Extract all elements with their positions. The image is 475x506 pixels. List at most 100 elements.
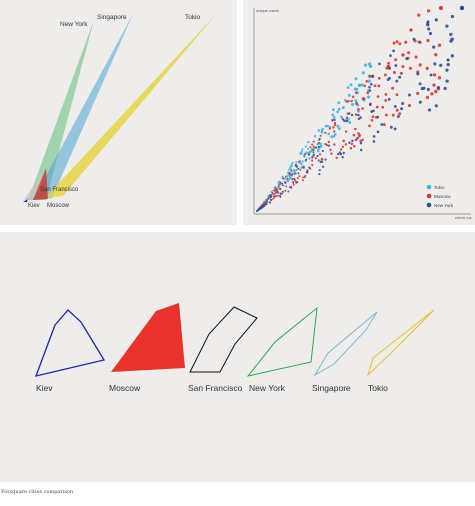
scatter-point — [371, 115, 375, 119]
scatter-point — [345, 116, 349, 119]
scatter-point — [408, 93, 411, 97]
scatter-point — [288, 172, 291, 175]
scatter-point — [359, 148, 363, 152]
scatter-point — [399, 71, 403, 75]
cone-kiev — [23, 199, 28, 202]
scatter-point — [368, 85, 371, 89]
scatter-point — [317, 145, 320, 148]
scatter-point — [359, 141, 363, 145]
scatter-point — [279, 196, 282, 198]
scatter-point — [384, 113, 388, 117]
scatter-point — [370, 118, 374, 122]
scatter-point — [311, 163, 314, 167]
scatter-point — [266, 201, 269, 204]
scatter-point — [341, 145, 345, 149]
scatter-point — [354, 113, 358, 116]
scatter-point — [425, 66, 429, 71]
scatter-point — [332, 135, 336, 138]
legend-label-new-york: New York — [434, 203, 454, 208]
scatter-point — [372, 140, 376, 143]
scatter-point — [317, 159, 320, 162]
scatter-point — [378, 62, 381, 66]
scatter-point — [360, 83, 364, 87]
scatter-point — [290, 164, 293, 167]
scatter-point — [265, 201, 267, 204]
scatter-point — [333, 123, 337, 127]
scatter-point — [357, 107, 360, 111]
scatter-point — [417, 13, 421, 17]
scatter-point — [418, 63, 422, 67]
cities-cone-chart: New York Singapore Tokio San Francisco K… — [0, 0, 237, 225]
scatter-point — [346, 86, 350, 90]
legend: Tokio Moscow New York — [426, 184, 454, 208]
scatter-point — [275, 188, 278, 191]
scatter-point — [301, 148, 304, 151]
scatter-point — [279, 181, 282, 184]
scatter-point — [343, 119, 346, 123]
scatter-point — [368, 103, 372, 107]
scatter-point — [319, 134, 322, 137]
scatter-point — [330, 135, 333, 138]
scatter-point — [398, 42, 402, 46]
scatter-point — [450, 37, 454, 41]
scatter-point — [313, 135, 317, 138]
scatter-point — [271, 192, 274, 194]
scatter-point — [405, 57, 409, 61]
scatter-point — [349, 146, 353, 150]
scatter-point — [293, 177, 296, 180]
scatter-point — [292, 183, 295, 186]
scatter-point — [361, 71, 365, 75]
y-axis-label: unique users — [256, 8, 279, 13]
scatter-point — [317, 147, 320, 151]
scatter-point — [393, 104, 397, 108]
scatter-point — [446, 63, 450, 67]
scatter-point — [350, 99, 353, 103]
scatter-point — [267, 197, 270, 199]
scatter-point — [357, 113, 360, 117]
shape-kiev — [34, 309, 106, 377]
scatter-point — [365, 79, 369, 83]
scatter-point — [395, 79, 399, 83]
scatter-point — [427, 27, 431, 31]
scatter-point — [308, 166, 311, 169]
scatter-point — [398, 112, 402, 116]
scatter-point — [383, 73, 387, 77]
scatter-point — [434, 104, 438, 108]
scatter-point — [288, 178, 291, 181]
scatter-point — [396, 115, 400, 118]
scatter-point — [388, 67, 391, 70]
scatter-point — [430, 92, 434, 96]
scatter-point — [376, 115, 380, 119]
scatter-point — [333, 130, 336, 133]
scatter-point — [400, 107, 404, 111]
scatter-point — [357, 83, 362, 87]
scatter-point — [426, 38, 430, 43]
scatter-point — [269, 193, 272, 196]
scatter-point — [407, 51, 411, 55]
scatter-point — [276, 195, 278, 197]
scatter-point — [401, 102, 405, 105]
scatter-point — [307, 140, 310, 144]
scatter-point — [311, 143, 314, 146]
scatter-point — [389, 54, 392, 57]
scatter-point — [409, 28, 413, 32]
scatter-point — [371, 74, 375, 78]
scatter-point — [295, 161, 298, 164]
shape-new-york — [246, 306, 318, 377]
scatter-point — [391, 113, 395, 117]
legend-label-moscow: Moscow — [434, 194, 451, 199]
legend-marker-new-york — [426, 202, 432, 208]
scatter-point — [345, 119, 348, 123]
scatter-point — [291, 173, 294, 176]
scatter-point — [327, 132, 331, 136]
scatter-point — [426, 9, 431, 13]
scatter-point — [387, 61, 391, 65]
scatter-point — [264, 203, 267, 206]
scatter-point — [351, 95, 355, 99]
scatter-point — [370, 82, 373, 86]
scatter-point — [425, 95, 430, 100]
scatter-point — [392, 49, 396, 53]
label-tokio: Tokio — [185, 14, 201, 21]
scatter-point — [450, 14, 455, 19]
scatter-point — [450, 54, 454, 58]
